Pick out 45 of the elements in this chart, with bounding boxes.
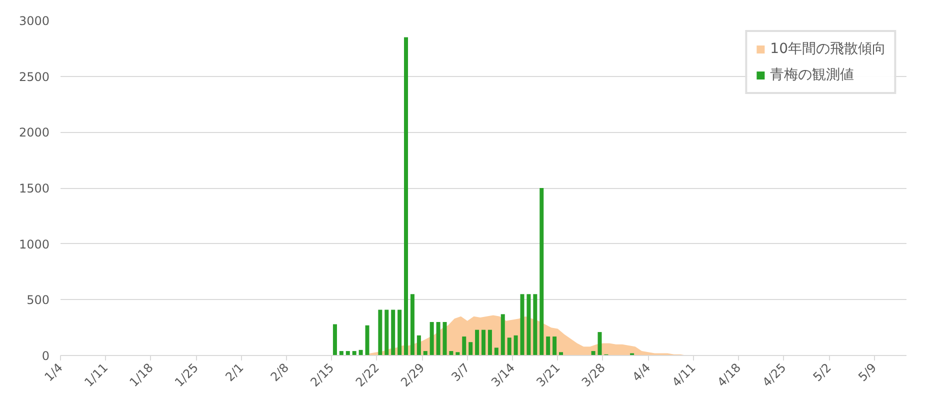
y-tick-label: 500 [26,293,50,308]
bar [404,37,408,356]
legend-label: 10年間の飛散傾向 [770,40,886,58]
bar [378,310,382,356]
bar [475,330,480,356]
x-tick-label: 3/7 [448,360,472,384]
bar [430,322,434,356]
bar [391,310,396,356]
bar [482,330,486,356]
y-tick-label: 0 [42,349,50,363]
y-tick-label: 3000 [18,14,50,28]
bar [520,294,524,356]
y-tick-label: 1500 [18,182,50,196]
y-tick-label: 2000 [18,126,50,140]
x-tick-label: 1/4 [42,360,66,384]
bar [436,322,440,356]
bar [442,322,447,356]
bar [598,332,602,356]
bar [494,348,498,356]
bar [533,294,538,356]
bar [552,336,557,356]
bar [332,324,337,356]
bar [358,350,363,356]
x-tick-label: 5/2 [810,360,834,384]
bar [500,314,505,356]
legend-label: 青梅の観測値 [770,66,854,84]
bar [384,310,389,356]
bar [488,330,492,356]
bar [416,335,421,356]
bar [526,294,531,356]
bar [365,325,370,356]
bar [398,310,402,356]
y-tick-label: 1000 [18,237,50,252]
bar [468,342,473,356]
bar [507,338,512,356]
bar [540,188,544,356]
x-tick-label: 4/4 [630,360,654,384]
bar [410,294,414,356]
bar [462,336,466,356]
x-tick-label: 2/1 [222,360,246,384]
bar [514,335,518,356]
x-tick-label: 2/8 [268,360,292,384]
bar [546,336,550,356]
x-tick-label: 5/9 [856,360,880,384]
y-tick-label: 2500 [18,70,50,84]
